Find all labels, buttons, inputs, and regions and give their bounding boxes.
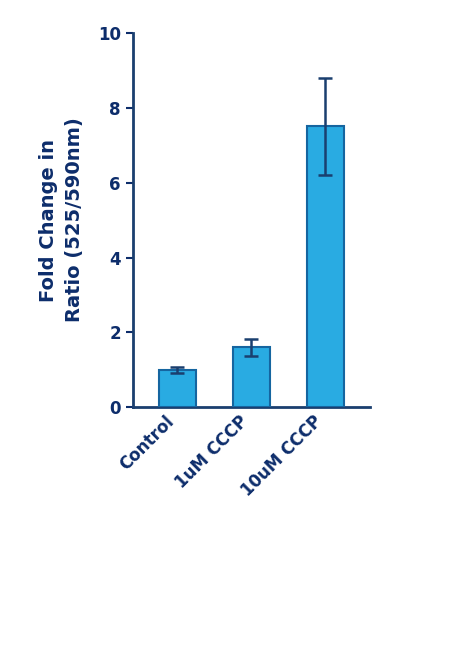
Y-axis label: Fold Change in
Ratio (525/590nm): Fold Change in Ratio (525/590nm): [38, 118, 84, 323]
Bar: [159, 370, 196, 407]
Bar: [233, 348, 270, 407]
Bar: [307, 126, 344, 407]
